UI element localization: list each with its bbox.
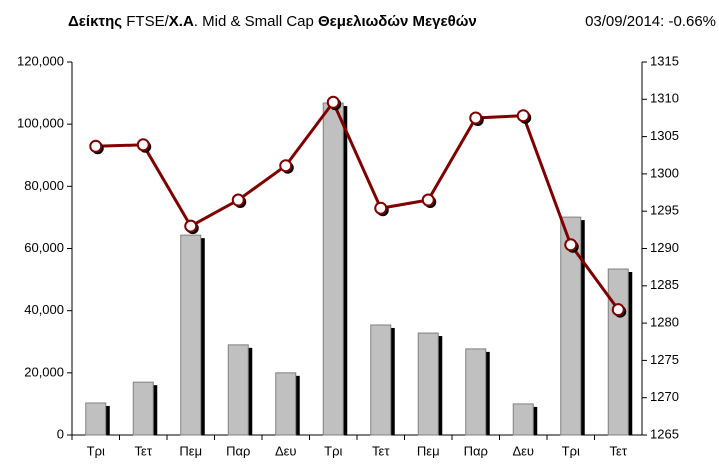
x-tick-label: Τετ bbox=[372, 443, 390, 458]
marker bbox=[421, 193, 435, 207]
marker bbox=[564, 238, 578, 252]
x-tick-label: Παρ bbox=[464, 443, 488, 458]
y2-tick-label: 1275 bbox=[650, 352, 679, 367]
y2-tick-label: 1295 bbox=[650, 203, 679, 218]
title-part: Θεμελιωδών Μεγεθών bbox=[318, 13, 477, 30]
y-tick-label: 20,000 bbox=[24, 364, 64, 379]
bar bbox=[180, 234, 202, 436]
title-part: . Mid & Small Cap bbox=[194, 13, 318, 30]
x-tick-label: Πεμ bbox=[417, 443, 440, 458]
marker bbox=[326, 95, 340, 109]
y-tick-label: 40,000 bbox=[24, 302, 64, 317]
y2-tick-label: 1300 bbox=[650, 165, 679, 180]
x-tick-label: Τετ bbox=[135, 443, 153, 458]
marker bbox=[374, 201, 388, 215]
bar bbox=[607, 268, 629, 436]
x-tick-label: Πεμ bbox=[179, 443, 202, 458]
title-part: Δείκτης bbox=[68, 13, 126, 30]
y2-tick-label: 1315 bbox=[650, 53, 679, 68]
bar bbox=[560, 216, 582, 436]
bar bbox=[322, 102, 344, 436]
x-tick-label: Δευ bbox=[512, 443, 534, 458]
marker bbox=[184, 219, 198, 233]
x-tick-label: Τετ bbox=[610, 443, 628, 458]
bar bbox=[370, 324, 392, 436]
y2-tick-label: 1270 bbox=[650, 389, 679, 404]
bar bbox=[417, 332, 439, 436]
y2-tick-label: 1265 bbox=[650, 426, 679, 441]
marker bbox=[89, 139, 103, 153]
marker bbox=[516, 109, 530, 123]
y-tick-label: 100,000 bbox=[17, 116, 64, 131]
y2-tick-label: 1305 bbox=[650, 128, 679, 143]
y2-tick-label: 1280 bbox=[650, 315, 679, 330]
y2-tick-label: 1290 bbox=[650, 240, 679, 255]
y-tick-label: 0 bbox=[57, 426, 64, 441]
y-tick-label: 120,000 bbox=[17, 53, 64, 68]
y2-tick-label: 1285 bbox=[650, 277, 679, 292]
marker bbox=[136, 138, 150, 152]
y-tick-label: 60,000 bbox=[24, 240, 64, 255]
bar bbox=[85, 402, 107, 436]
x-tick-label: Τρι bbox=[562, 443, 580, 458]
bar bbox=[465, 348, 487, 436]
title-part: FTSE/ bbox=[126, 13, 169, 30]
bar bbox=[275, 372, 297, 436]
x-tick-label: Τρι bbox=[87, 443, 105, 458]
marker bbox=[231, 193, 245, 207]
y2-tick-label: 1310 bbox=[650, 91, 679, 106]
x-tick-label: Δευ bbox=[275, 443, 297, 458]
x-tick-label: Τρι bbox=[324, 443, 342, 458]
marker bbox=[469, 111, 483, 125]
marker bbox=[611, 303, 625, 317]
marker bbox=[279, 159, 293, 173]
bar bbox=[132, 381, 154, 436]
x-tick-label: Παρ bbox=[226, 443, 250, 458]
chart-subtitle: 03/09/2014: -0.66% bbox=[585, 13, 716, 30]
chart-title: Δείκτης FTSE/Χ.Α. Mid & Small Cap Θεμελι… bbox=[68, 13, 477, 30]
bar bbox=[512, 403, 534, 436]
line bbox=[95, 99, 620, 311]
y-tick-label: 80,000 bbox=[24, 178, 64, 193]
bar bbox=[227, 344, 249, 436]
title-part: Χ.Α bbox=[169, 13, 194, 30]
